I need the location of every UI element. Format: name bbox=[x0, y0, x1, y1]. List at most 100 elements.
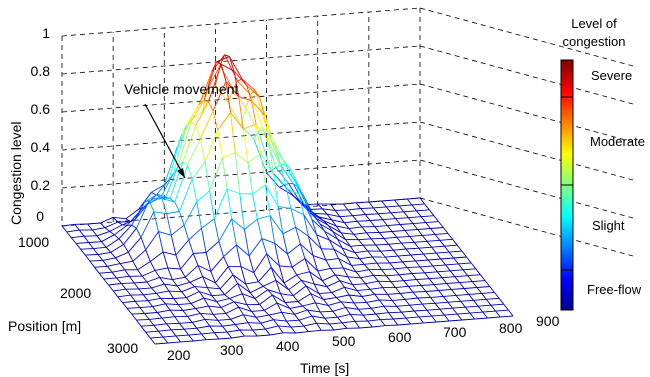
mesh-segment bbox=[394, 198, 408, 201]
mesh-segment bbox=[175, 334, 189, 337]
mesh-segment bbox=[431, 314, 445, 317]
mesh-segment bbox=[253, 272, 259, 282]
mesh-segment bbox=[144, 313, 150, 320]
mesh-segment bbox=[290, 208, 304, 216]
mesh-segment bbox=[464, 287, 478, 289]
mesh-segment bbox=[149, 197, 163, 202]
mesh-segment bbox=[270, 167, 277, 171]
mesh-segment bbox=[390, 280, 404, 283]
mesh-segment bbox=[322, 208, 336, 211]
mesh-segment bbox=[173, 297, 187, 299]
mesh-segment bbox=[436, 320, 450, 323]
mesh-segment bbox=[263, 115, 270, 143]
mesh-segment bbox=[288, 279, 302, 291]
mesh-segment bbox=[180, 253, 194, 270]
mesh-segment bbox=[123, 228, 137, 245]
mesh-segment bbox=[341, 322, 348, 329]
annotation-arrow bbox=[144, 103, 186, 179]
mesh-segment bbox=[448, 251, 455, 259]
mesh-segment bbox=[161, 317, 167, 325]
mesh-segment bbox=[314, 283, 328, 288]
mesh-segment bbox=[255, 123, 270, 143]
mesh-segment bbox=[449, 250, 462, 253]
mesh-segment bbox=[391, 300, 398, 307]
mesh-segment bbox=[126, 308, 133, 315]
mesh-segment bbox=[457, 312, 471, 315]
mesh-segment bbox=[294, 309, 308, 315]
mesh-segment bbox=[218, 241, 225, 257]
mesh-segment bbox=[378, 299, 385, 307]
mesh-segment bbox=[115, 251, 129, 259]
mesh-segment bbox=[125, 218, 131, 223]
mesh-segment bbox=[454, 275, 468, 278]
mesh-segment bbox=[255, 124, 262, 154]
mesh-segment bbox=[326, 213, 340, 218]
mesh-segment bbox=[382, 218, 396, 221]
mesh-segment bbox=[349, 314, 356, 322]
mesh-segment bbox=[190, 297, 204, 305]
mesh-segment bbox=[117, 296, 123, 303]
mesh-segment bbox=[432, 265, 438, 273]
mesh-segment bbox=[418, 316, 424, 324]
mesh-segment bbox=[105, 238, 120, 248]
mesh-segment bbox=[288, 289, 294, 296]
mesh-segment bbox=[122, 300, 136, 304]
mesh-segment bbox=[420, 216, 427, 223]
mesh-segment bbox=[309, 208, 323, 210]
mesh-segment bbox=[280, 164, 294, 184]
mesh-segment bbox=[435, 252, 442, 260]
mesh-segment bbox=[387, 224, 401, 227]
mesh-segment bbox=[96, 230, 110, 237]
mesh-segment bbox=[88, 241, 102, 243]
mesh-segment bbox=[476, 286, 490, 288]
mesh-segment bbox=[186, 291, 200, 299]
mesh-segment bbox=[110, 244, 124, 253]
mesh-segment bbox=[127, 237, 142, 253]
mesh-segment bbox=[312, 255, 319, 272]
mesh-segment bbox=[316, 234, 322, 249]
mesh-segment bbox=[183, 225, 190, 241]
mesh-segment bbox=[158, 231, 172, 236]
mesh-segment bbox=[364, 262, 378, 265]
mesh-segment bbox=[256, 219, 263, 239]
mesh-segment bbox=[416, 209, 430, 212]
mesh-segment bbox=[422, 233, 436, 236]
mesh-segment bbox=[199, 110, 214, 139]
mesh-segment bbox=[426, 309, 432, 317]
mesh-segment bbox=[498, 298, 505, 305]
mesh-segment bbox=[225, 313, 231, 320]
mesh-segment bbox=[187, 164, 193, 180]
mesh-segment bbox=[226, 188, 240, 195]
mesh-segment bbox=[266, 253, 272, 268]
mesh-segment bbox=[413, 310, 420, 318]
mesh-segment bbox=[127, 251, 134, 262]
mesh-segment bbox=[419, 266, 426, 274]
mesh-segment bbox=[354, 252, 360, 259]
mesh-segment bbox=[319, 311, 326, 319]
mesh-segment bbox=[228, 56, 235, 72]
mesh-segment bbox=[101, 234, 115, 243]
mesh-segment bbox=[182, 310, 188, 317]
mesh-segment bbox=[226, 188, 233, 219]
mesh-segment bbox=[297, 293, 312, 302]
mesh-segment bbox=[355, 271, 362, 279]
mesh-segment bbox=[269, 215, 276, 244]
mesh-segment bbox=[369, 288, 376, 295]
mesh-segment bbox=[333, 248, 348, 258]
mesh-segment bbox=[303, 214, 309, 237]
mesh-segment bbox=[359, 258, 365, 265]
mesh-segment bbox=[395, 218, 401, 225]
mesh-segment bbox=[387, 293, 401, 295]
mesh-segment bbox=[397, 254, 411, 257]
mesh-segment bbox=[193, 252, 207, 254]
mesh-segment bbox=[247, 322, 253, 331]
mesh-segment bbox=[344, 286, 358, 292]
mesh-segment bbox=[99, 271, 113, 274]
mesh-segment bbox=[161, 316, 175, 319]
mesh-segment bbox=[417, 229, 423, 236]
mesh-segment bbox=[418, 247, 424, 255]
mesh-segment bbox=[475, 268, 481, 275]
mesh-segment bbox=[282, 226, 296, 235]
mesh-segment bbox=[469, 311, 483, 314]
mesh-segment bbox=[79, 229, 85, 237]
